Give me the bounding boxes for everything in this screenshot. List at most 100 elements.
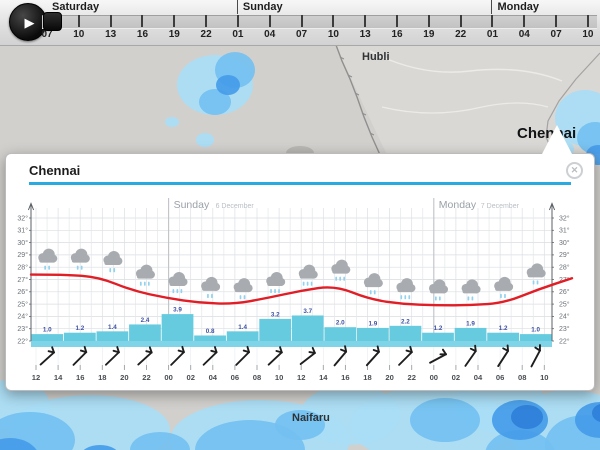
- y-axis-label-left: 25°: [17, 300, 28, 308]
- timeline-tick: [332, 15, 335, 27]
- precip-value: 1.2: [499, 325, 508, 332]
- precip-value: 1.0: [43, 327, 52, 334]
- y-axis-label-right: 32°: [559, 214, 570, 222]
- day-header: Sunday: [174, 199, 210, 211]
- time-slider-bar[interactable]: ▶ 07 10 13 16 19 22 01 04 07 10 13 16 19 22 01 04 07 10 Sa…: [0, 0, 600, 46]
- slider-track[interactable]: [42, 15, 597, 29]
- chart-hour-label: 04: [474, 373, 483, 382]
- rain-cloud-icon: [526, 263, 546, 285]
- chart-hour-label: 12: [32, 373, 40, 382]
- timeline-tick: [77, 15, 80, 27]
- precip-value: 0.8: [206, 328, 215, 335]
- timeline-day-label: Saturday: [52, 1, 100, 13]
- chart-hour-label: 16: [341, 373, 349, 382]
- rain-cloud-icon: [103, 251, 123, 273]
- chart-hour-label: 06: [496, 373, 504, 382]
- y-axis-label-right: 30°: [559, 239, 570, 247]
- precip-value: 1.4: [108, 324, 117, 331]
- chart-hour-label: 12: [297, 373, 305, 382]
- y-axis-label-right: 22°: [559, 337, 570, 345]
- timeline-tick: [236, 15, 239, 27]
- timeline-tick: [300, 15, 303, 27]
- timeline-tick: [396, 15, 399, 27]
- chart-hour-label: 06: [231, 373, 239, 382]
- y-axis-label-right: 31°: [559, 227, 570, 235]
- rain-cloud-icon: [461, 279, 481, 301]
- chart-hour-label: 18: [98, 373, 106, 382]
- weather-icons: [38, 248, 546, 301]
- timeline-tick: [205, 15, 208, 27]
- precip-value: 1.0: [531, 327, 540, 334]
- sea-band: [31, 341, 552, 347]
- rain-cloud-icon: [331, 259, 351, 281]
- y-axis-label-left: 27°: [17, 276, 28, 284]
- chart-hour-label: 22: [142, 373, 150, 382]
- map-label-hubli: Hubli: [362, 51, 390, 63]
- chart-hour-label: 20: [120, 373, 128, 382]
- timeline-tick: [523, 15, 526, 27]
- precip-value: 1.2: [75, 325, 84, 332]
- rain-cloud-icon: [233, 278, 253, 300]
- timeline-hour-label: 01: [232, 29, 244, 40]
- timeline-tick: [268, 15, 271, 27]
- timeline-tick: [173, 15, 176, 27]
- timeline-day-separator: [236, 0, 238, 14]
- chart-hour-label: 08: [518, 373, 526, 382]
- timeline-day-separator: [491, 0, 493, 14]
- timeline-hour-label: 13: [359, 29, 371, 40]
- precip-value: 3.2: [271, 311, 280, 318]
- timeline-hour-label: 07: [295, 29, 308, 40]
- chart-hour-label: 10: [540, 373, 548, 382]
- timeline-hour-label: 19: [168, 29, 180, 40]
- chart-hour-label: 08: [253, 373, 261, 382]
- y-axis-label-left: 32°: [17, 214, 28, 222]
- precip-value: 1.9: [466, 320, 475, 327]
- timeline-tick: [491, 15, 494, 27]
- chart-hour-label: 14: [319, 373, 328, 382]
- timeline-hour-label: 10: [327, 29, 339, 40]
- timeline-hour-label: 04: [264, 29, 276, 40]
- precip-value: 2.4: [141, 317, 150, 324]
- timeline-hour-label: 04: [518, 29, 530, 40]
- rain-cloud-icon: [429, 279, 448, 301]
- timeline-hour-label: 10: [73, 29, 85, 40]
- precip-value: 3.7: [303, 308, 312, 315]
- timeline-hour-label: 16: [136, 29, 149, 40]
- chart-hour-label: 20: [385, 373, 393, 382]
- rain-cloud-icon: [396, 278, 416, 300]
- temperature-line: [29, 273, 574, 307]
- map-label-naifaru: Naifaru: [292, 412, 330, 424]
- meteogram-chart: 32° 32°31° 31°30° 30°29° 29°28° 28°27° 27°26° 2…: [17, 198, 574, 382]
- close-button[interactable]: ✕: [566, 162, 583, 179]
- rain-cloud-icon: [298, 264, 318, 286]
- slider-handle[interactable]: [43, 12, 62, 31]
- timeline-tick: [555, 15, 558, 27]
- timeline-hour-label: 22: [200, 29, 212, 40]
- title-underline: [29, 182, 571, 185]
- day-header-date: 7 December: [481, 203, 520, 210]
- timeline-hour-label: 07: [41, 29, 53, 40]
- rain-cloud-icon: [70, 248, 90, 270]
- timeline-tick: [364, 15, 367, 27]
- timeline-tick: [109, 15, 112, 27]
- rain-cloud-icon: [266, 271, 286, 294]
- chart-hour-label: 04: [209, 373, 218, 382]
- precipitation-overlay: [0, 45, 600, 450]
- chart-hour-label: 00: [430, 373, 438, 382]
- timeline-hour-label: 16: [391, 29, 403, 40]
- day-header-date: 6 December: [216, 203, 255, 210]
- chart-hour-label: 16: [76, 373, 84, 382]
- play-button[interactable]: ▶: [9, 3, 47, 41]
- chart-hour-label: 18: [363, 373, 371, 382]
- y-axis-label-right: 23°: [559, 325, 570, 333]
- chart-hour-label: 22: [407, 373, 415, 382]
- rain-cloud-icon: [38, 248, 58, 270]
- y-axis-label-right: 29°: [559, 251, 570, 259]
- y-axis-label-left: 26°: [17, 288, 28, 296]
- location-forecast-popup: Chennai ✕ 32° 32° 31° 31° 30° 30° 29° 29° 28° 28°…: [5, 125, 595, 391]
- timeline-tick: [141, 15, 144, 27]
- y-axis-label-left: 22°: [17, 337, 28, 345]
- timeline-hour-label: 10: [582, 29, 594, 40]
- wind-arrows: [39, 344, 541, 368]
